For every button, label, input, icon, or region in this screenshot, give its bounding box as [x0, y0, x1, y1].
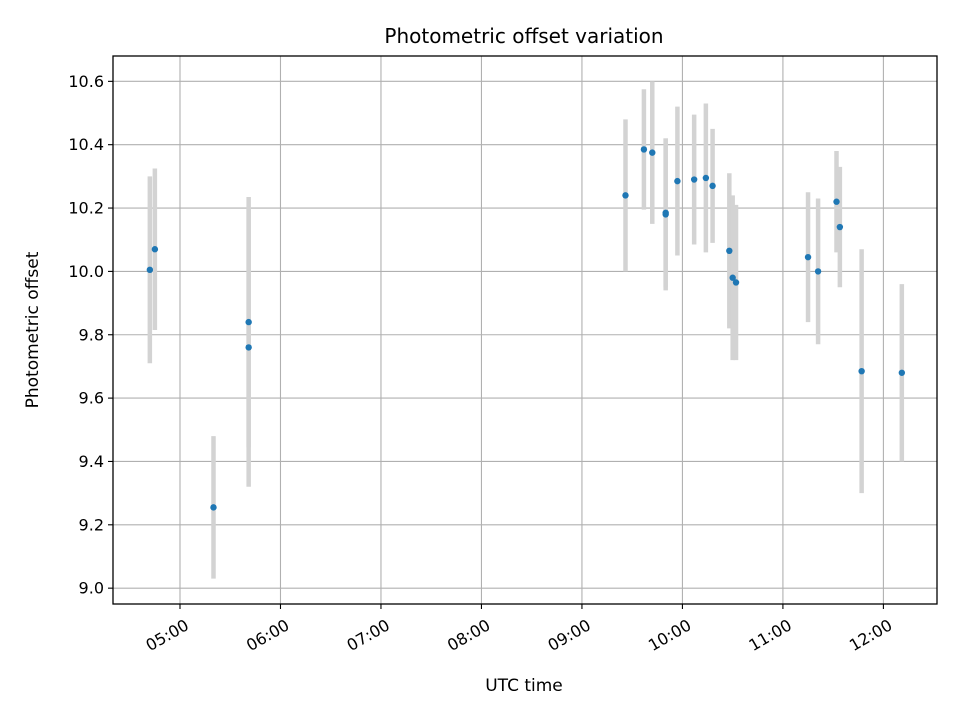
- data-point: [640, 146, 648, 153]
- data-point: [674, 177, 681, 185]
- data-point: [709, 182, 716, 190]
- plot-frame: [112, 55, 938, 605]
- data-point: [622, 192, 629, 199]
- data-point: [146, 266, 154, 274]
- data-point: [662, 211, 669, 218]
- data-point: [836, 223, 844, 231]
- y-tick-label: 9.4: [79, 452, 104, 471]
- data-point: [245, 344, 252, 351]
- y-tick-label: 10.4: [68, 135, 104, 154]
- data-point: [245, 318, 252, 326]
- data-point: [729, 274, 736, 281]
- y-tick-label: 10.6: [68, 72, 104, 91]
- data-point: [898, 369, 906, 376]
- data-point: [858, 367, 865, 375]
- y-tick-label: 10.0: [68, 262, 104, 281]
- data-point: [690, 176, 698, 183]
- y-tick-label: 9.8: [79, 325, 104, 344]
- x-axis-title: UTC time: [485, 676, 563, 696]
- data-point: [151, 246, 159, 253]
- data-point: [649, 149, 656, 156]
- y-tick-label: 9.6: [79, 389, 104, 408]
- data-points: [146, 146, 906, 511]
- data-point: [833, 198, 840, 205]
- y-tick-label: 9.2: [79, 515, 104, 534]
- data-point: [726, 247, 733, 255]
- data-point: [814, 268, 822, 275]
- data-point: [702, 174, 710, 182]
- chart-title: Photometric offset variation: [384, 24, 663, 48]
- y-tick-label: 10.2: [68, 199, 104, 218]
- data-point: [210, 504, 217, 511]
- data-point: [732, 279, 740, 286]
- y-axis-title: Photometric offset: [23, 251, 43, 408]
- data-point: [804, 253, 812, 261]
- y-tick-label: 9.0: [79, 579, 104, 598]
